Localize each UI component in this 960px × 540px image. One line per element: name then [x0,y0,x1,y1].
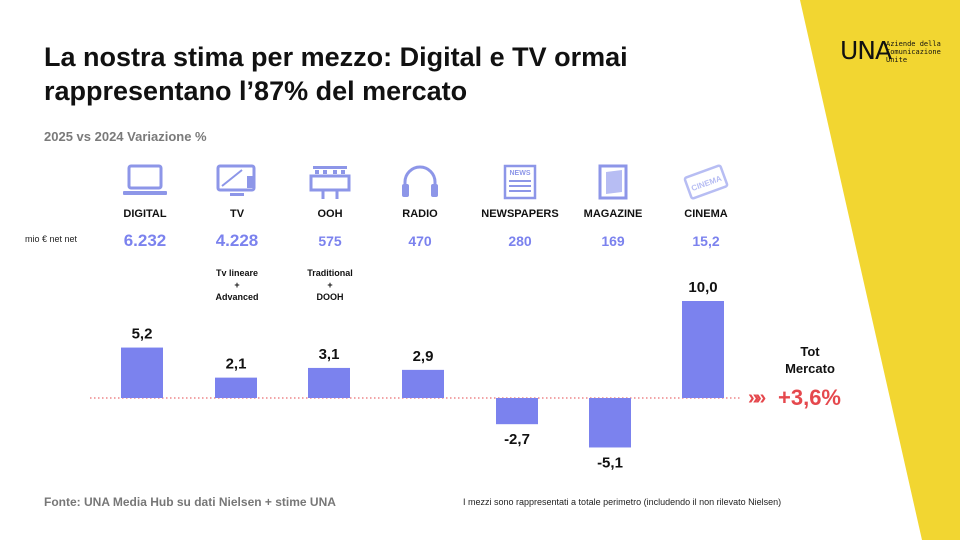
note-tv: Tv lineare + Advanced [190,267,284,303]
media-value-cinema: 15,2 [692,233,720,249]
bar-radio [402,369,444,398]
bar-digital [121,347,163,398]
logo-line-3: Unite [886,56,908,64]
media-name-cinema: CINEMA [684,208,728,220]
page-title: La nostra stima per mezzo: Digital e TV … [44,40,744,108]
data-label-radio: 2,9 [413,348,434,365]
total-label-line-1: Tot [800,344,820,359]
data-label-magazine: -5,1 [597,454,623,471]
source-note: Fonte: UNA Media Hub su dati Nielsen + s… [44,495,336,509]
note-ooh-line-1: Traditional [307,268,353,278]
unit-label: mio € net net [25,234,78,244]
note-tv-line-2: + [234,280,240,290]
magazine-icon [598,164,628,200]
data-label-digital: 5,2 [132,326,153,343]
yellow-corner-shape [800,0,960,540]
svg-text:NEWS: NEWS [510,170,531,177]
cinema-ticket-icon: CINEMA [683,164,729,200]
note-ooh: Traditional + DOOH [283,267,377,303]
media-name-magazine: MAGAZINE [583,208,643,220]
media-name-radio: RADIO [402,208,438,220]
data-label-ooh: 3,1 [319,346,340,363]
data-label-newspapers: -2,7 [504,431,530,448]
data-label-tv: 2,1 [226,356,247,373]
media-value-magazine: 169 [601,233,625,249]
bar-newspapers [496,398,538,425]
note-tv-line-1: Tv lineare [215,268,259,278]
total-market-value: +3,6% [778,385,841,410]
una-logo: UNA Aziende della Comunicazione Unite [840,36,950,76]
billboard-icon [309,166,351,199]
bar-tv [215,377,257,398]
bar-magazine [589,398,631,448]
bar-ooh [308,367,350,398]
title-line-1: La nostra stima per mezzo: Digital e TV … [44,42,628,72]
media-value-newspapers: 280 [508,233,532,249]
media-name-newspapers: NEWSPAPERS [481,208,559,220]
chart-subtitle: 2025 vs 2024 Variazione % [44,129,207,144]
logo-text: Aziende della Comunicazione Unite [886,40,941,64]
media-name-ooh: OOH [317,208,343,220]
total-market-label: Tot Mercato [770,343,850,377]
note-ooh-line-2: + [327,280,333,290]
headphones-icon [402,165,438,197]
bar-cinema [682,301,724,398]
data-label-cinema: 10,0 [688,279,717,296]
logo-line-1: Aziende della [886,40,941,48]
media-value-ooh: 575 [318,233,342,249]
logo-line-2: Comunicazione [886,48,941,56]
newspaper-icon: NEWS [503,164,537,200]
media-value-radio: 470 [408,233,432,249]
double-chevron-icon: »» [748,387,766,409]
media-value-tv: 4.228 [215,231,259,250]
media-name-tv: TV [229,208,245,220]
note-tv-line-3: Advanced [215,292,259,302]
media-value-digital: 6.232 [123,231,167,250]
tv-icon [216,164,256,196]
total-label-line-2: Mercato [785,361,835,376]
note-ooh-line-3: DOOH [316,292,344,302]
title-line-2: rappresentano l’87% del mercato [44,76,468,106]
laptop-icon [123,164,167,195]
logo-mark: UNA [840,36,892,65]
footnote: I mezzi sono rappresentati a totale peri… [463,497,782,507]
media-name-digital: DIGITAL [123,208,167,220]
